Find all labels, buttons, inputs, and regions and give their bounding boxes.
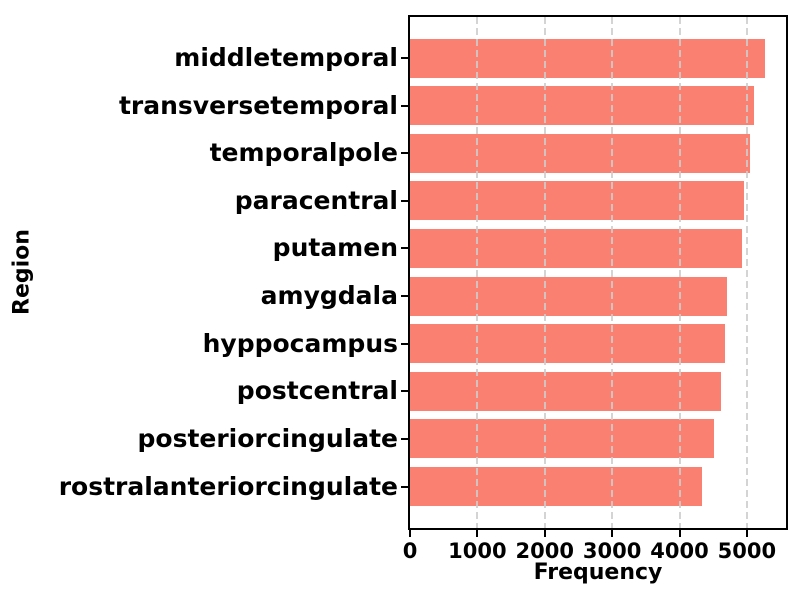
bar-temporalpole [410,133,751,173]
x-tick-label-1000: 1000 [448,539,507,563]
category-label-paracentral: paracentral [234,185,398,215]
y-tick-mark [401,390,408,393]
bar-amygdala [410,276,727,316]
bar-paracentral [410,181,744,221]
x-tick-label-3000: 3000 [582,539,642,563]
y-tick-mark [401,247,408,250]
category-label-rostralanteriorcingulate: rostralanteriorcingulate [58,471,398,501]
gridline-2000 [543,17,546,528]
x-tick-mark [678,530,681,537]
gridline-3000 [611,17,614,528]
category-label-postcentral: postcentral [236,376,398,406]
bar-rostralanteriorcingulate [410,467,703,507]
category-label-hyppocampus: hyppocampus [202,328,398,358]
x-tick-label-5000: 5000 [717,539,777,563]
x-tick-label-2000: 2000 [515,539,574,563]
gridline-1000 [476,17,479,528]
x-tick-mark [543,530,546,537]
category-label-middletemporal: middletemporal [174,43,398,72]
category-label-amygdala: amygdala [260,281,398,311]
y-tick-mark [401,342,408,345]
bar-postcentral [410,371,721,411]
gridline-4000 [678,17,681,528]
x-axis-label: Frequency [533,560,663,585]
category-label-transversetemporal: transversetemporal [118,90,398,120]
y-tick-mark [401,57,408,59]
category-label-posteriorcingulate: posteriorcingulate [137,423,399,453]
category-label-putamen: putamen [272,233,398,263]
y-tick-mark [401,199,408,202]
x-tick-label-0: 0 [402,539,418,563]
gridline-5000 [745,17,748,528]
x-tick-label-4000: 4000 [650,539,709,563]
plot-area [408,15,788,530]
bar-hyppocampus [410,324,726,364]
y-tick-mark [401,437,408,440]
plot-inner [410,17,786,528]
y-tick-mark [401,485,408,488]
y-tick-mark [401,152,408,155]
x-tick-mark [611,530,614,537]
bar-putamen [410,228,743,268]
bar-middletemporal [410,38,766,78]
y-tick-mark [401,295,408,298]
category-label-temporalpole: temporalpole [209,138,398,168]
bar-posteriorcingulate [410,419,714,459]
x-tick-mark [745,530,748,537]
y-tick-mark [401,104,408,107]
bar-transversetemporal [410,86,754,126]
x-tick-mark [409,530,411,537]
x-tick-mark [476,530,479,537]
